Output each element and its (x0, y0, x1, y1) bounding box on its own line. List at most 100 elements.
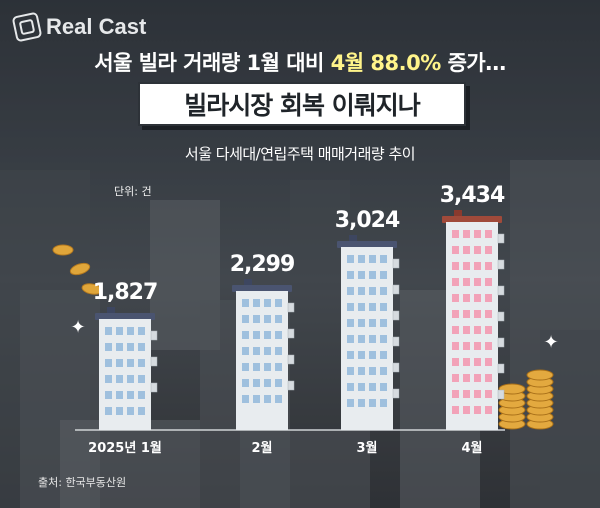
building-window (264, 331, 271, 339)
building-window (253, 395, 260, 403)
building-balcony (392, 336, 400, 347)
building-window (264, 363, 271, 371)
building-window (474, 342, 481, 350)
building-window (264, 395, 271, 403)
coin-icon (81, 283, 103, 295)
building-window (105, 391, 112, 399)
building-window (452, 278, 459, 286)
building-window (452, 358, 459, 366)
building-window (380, 367, 387, 375)
building-window (485, 326, 492, 334)
building-window (474, 278, 481, 286)
building-balcony (497, 285, 505, 296)
building-window (253, 347, 260, 355)
building-window (275, 299, 282, 307)
building-window (463, 246, 470, 254)
building-balcony (150, 356, 158, 367)
building-window (380, 271, 387, 279)
building-window (380, 303, 387, 311)
building-window (358, 303, 365, 311)
building-window (358, 367, 365, 375)
building-balcony (497, 363, 505, 374)
building-window (452, 390, 459, 398)
building-window (138, 391, 145, 399)
building-window (347, 319, 354, 327)
bar (236, 291, 288, 430)
building-window (369, 367, 376, 375)
building-window (463, 326, 470, 334)
building-roof (95, 313, 155, 320)
building-window (127, 391, 134, 399)
building-window (275, 379, 282, 387)
building-window (242, 379, 249, 387)
building-window (474, 374, 481, 382)
coin-icon (52, 244, 74, 256)
building-window (105, 343, 112, 351)
building-window (105, 327, 112, 335)
building-balcony (497, 337, 505, 348)
building-window (105, 407, 112, 415)
brand-logo: Real Cast (11, 11, 147, 43)
building-window (116, 391, 123, 399)
building-balcony (287, 302, 295, 313)
sparkle-icon: ✦ (543, 332, 558, 353)
building-window (242, 315, 249, 323)
building-balcony (392, 258, 400, 269)
building-window (253, 299, 260, 307)
building-window (116, 375, 123, 383)
chart-subtitle: 서울 다세대/연립주택 매매거래량 추이 (184, 145, 416, 163)
building-window (452, 342, 459, 350)
building-window (347, 303, 354, 311)
building-window (380, 383, 387, 391)
building-window (242, 331, 249, 339)
building-window (369, 287, 376, 295)
building-balcony (497, 233, 505, 244)
building-window (485, 358, 492, 366)
building-window (463, 406, 470, 414)
building-window (369, 383, 376, 391)
building-window (264, 379, 271, 387)
building-window (358, 287, 365, 295)
building-window (369, 335, 376, 343)
category-label: 4월 (461, 440, 482, 456)
building-window (264, 299, 271, 307)
building-chimney (349, 235, 357, 243)
building-window (116, 327, 123, 335)
building-window (358, 383, 365, 391)
building-window (463, 342, 470, 350)
building-window (116, 343, 123, 351)
building-window (253, 331, 260, 339)
building-window (275, 315, 282, 323)
building-window (242, 299, 249, 307)
building-window (485, 262, 492, 270)
building-window (116, 359, 123, 367)
building-window (347, 271, 354, 279)
building-window (485, 294, 492, 302)
building-window (242, 347, 249, 355)
building-window (380, 255, 387, 263)
building-window (474, 230, 481, 238)
building-window (358, 399, 365, 407)
category-label: 2월 (251, 440, 272, 456)
building-window (127, 359, 134, 367)
building-window (358, 335, 365, 343)
building-window (275, 395, 282, 403)
building-window (253, 379, 260, 387)
building-balcony (497, 389, 505, 400)
building-window (127, 343, 134, 351)
bar-building-4 (442, 210, 505, 430)
building-window (275, 347, 282, 355)
unit-label: 단위: 건 (114, 185, 152, 198)
building-window (105, 359, 112, 367)
building-window (474, 390, 481, 398)
building-window (380, 351, 387, 359)
building-window (253, 363, 260, 371)
headline: 서울 빌라 거래량 1월 대비 4월 88.0% 증가… (0, 47, 600, 77)
building-window (474, 262, 481, 270)
building-balcony (392, 310, 400, 321)
building-window (347, 351, 354, 359)
building-window (474, 246, 481, 254)
building-window (138, 359, 145, 367)
brand-name: Real Cast (46, 14, 147, 39)
